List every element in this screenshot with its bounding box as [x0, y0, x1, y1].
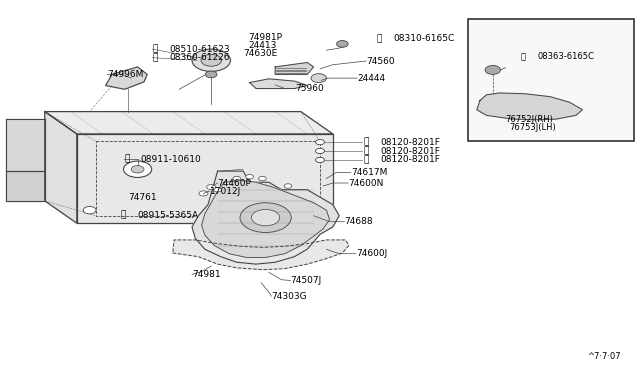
Polygon shape: [45, 112, 333, 134]
Polygon shape: [45, 112, 77, 223]
Text: 74303G: 74303G: [271, 292, 307, 301]
Polygon shape: [192, 171, 339, 264]
Text: 08915-5365A: 08915-5365A: [137, 211, 198, 219]
Text: Ⓑ: Ⓑ: [364, 138, 369, 147]
Text: 08510-61623: 08510-61623: [169, 45, 230, 54]
Text: 74600N: 74600N: [348, 179, 383, 187]
Text: 74600J: 74600J: [356, 249, 387, 258]
Circle shape: [192, 49, 230, 71]
Text: 24444: 24444: [357, 74, 385, 83]
Text: 08120-8201F: 08120-8201F: [380, 155, 440, 164]
Polygon shape: [106, 67, 147, 89]
Text: 75960: 75960: [296, 84, 324, 93]
Polygon shape: [275, 62, 314, 74]
Text: 74460P: 74460P: [218, 179, 252, 187]
Text: Ⓢ: Ⓢ: [152, 53, 157, 62]
Polygon shape: [6, 119, 45, 171]
Text: 74630E: 74630E: [243, 49, 278, 58]
Text: ^7·7·07: ^7·7·07: [587, 352, 621, 361]
Circle shape: [214, 187, 221, 192]
Polygon shape: [250, 79, 307, 89]
Text: 74507J: 74507J: [291, 276, 322, 285]
Circle shape: [83, 206, 96, 214]
Polygon shape: [173, 240, 349, 270]
Text: Ⓑ: Ⓑ: [364, 147, 369, 155]
Circle shape: [131, 166, 144, 173]
Circle shape: [207, 185, 216, 190]
Text: 08360-61226: 08360-61226: [169, 53, 230, 62]
Circle shape: [284, 184, 292, 188]
Text: Ⓢ: Ⓢ: [152, 45, 157, 54]
Text: 74981: 74981: [192, 270, 221, 279]
Bar: [468, 19, 634, 141]
Circle shape: [201, 54, 221, 66]
Circle shape: [233, 176, 241, 181]
Text: 74688: 74688: [344, 217, 373, 226]
Text: 08120-8201F: 08120-8201F: [380, 147, 440, 155]
Text: Ⓝ: Ⓝ: [124, 155, 129, 164]
Text: 08911-10610: 08911-10610: [141, 155, 202, 164]
Text: Ⓑ: Ⓑ: [364, 155, 369, 164]
Polygon shape: [77, 134, 333, 223]
Circle shape: [311, 74, 326, 83]
Text: Ⓢ: Ⓢ: [521, 52, 526, 61]
Text: 24413: 24413: [248, 41, 276, 50]
Circle shape: [259, 176, 266, 181]
Circle shape: [199, 191, 208, 196]
Circle shape: [246, 174, 253, 179]
Circle shape: [316, 140, 324, 145]
Circle shape: [485, 65, 500, 74]
Circle shape: [124, 161, 152, 177]
Text: 74996M: 74996M: [108, 70, 144, 79]
Circle shape: [240, 203, 291, 232]
Text: Ⓢ: Ⓢ: [376, 34, 381, 43]
Circle shape: [316, 157, 324, 163]
Circle shape: [252, 209, 280, 226]
Text: Ⓦ: Ⓦ: [120, 211, 125, 219]
Polygon shape: [6, 171, 45, 201]
Circle shape: [316, 148, 324, 154]
Text: 08120-8201F: 08120-8201F: [380, 138, 440, 147]
Polygon shape: [202, 180, 330, 257]
Text: 76752J(RH): 76752J(RH): [506, 115, 554, 124]
Text: 08363-6165C: 08363-6165C: [538, 52, 595, 61]
Circle shape: [205, 71, 217, 78]
Text: 74981P: 74981P: [248, 33, 282, 42]
Circle shape: [337, 41, 348, 47]
Text: 74617M: 74617M: [351, 168, 387, 177]
Text: 17012J: 17012J: [210, 187, 241, 196]
Text: 08310-6165C: 08310-6165C: [393, 34, 454, 43]
Text: 74761: 74761: [128, 193, 157, 202]
Text: 74560: 74560: [366, 57, 395, 65]
Text: 76753J(LH): 76753J(LH): [509, 123, 556, 132]
Polygon shape: [477, 93, 582, 120]
